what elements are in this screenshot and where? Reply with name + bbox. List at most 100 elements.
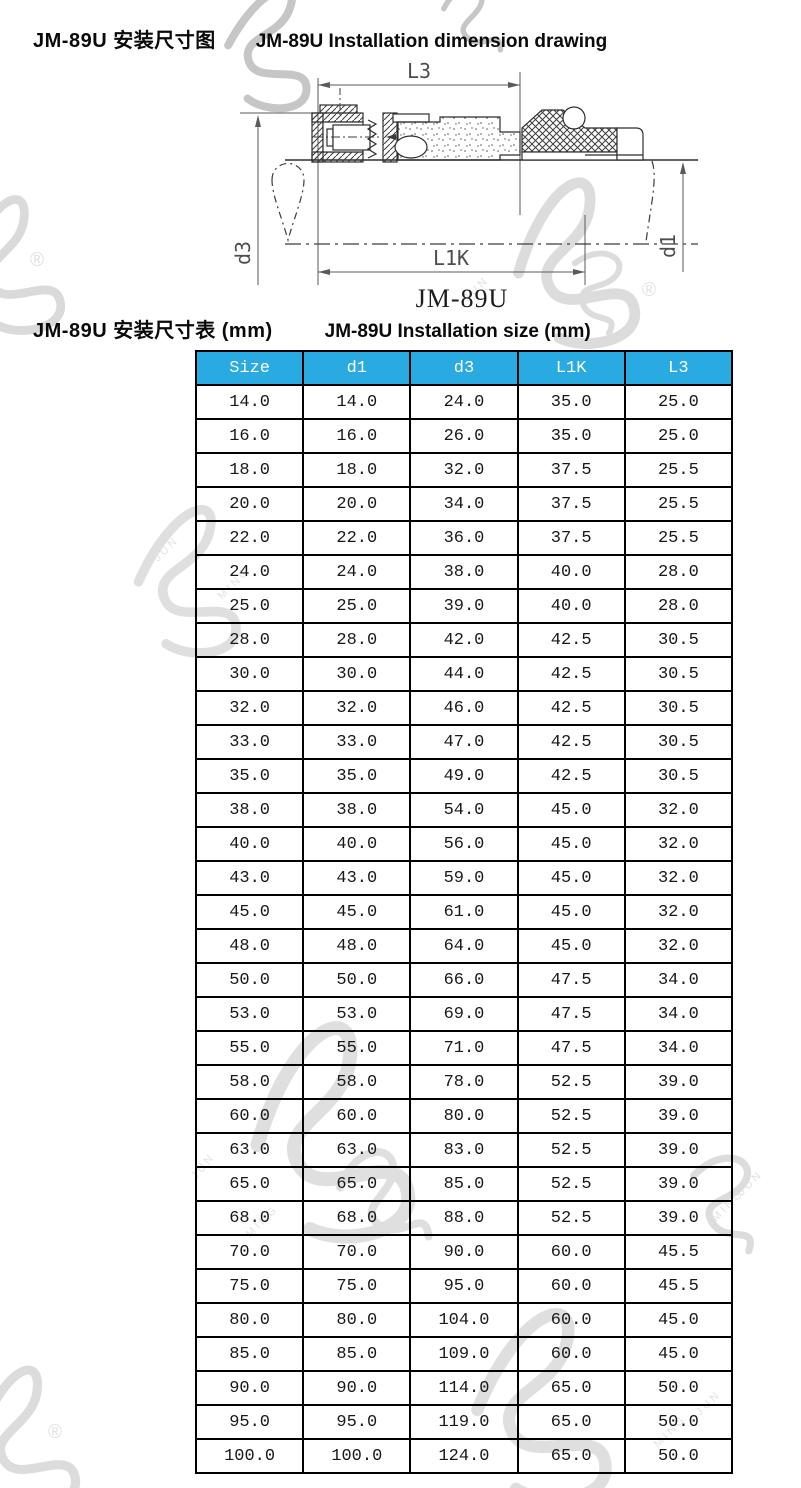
table-title-zh: JM-89U 安装尺寸表 (mm) bbox=[33, 320, 273, 342]
seat-o-ring bbox=[562, 106, 586, 130]
table-cell: 61.0 bbox=[409, 894, 519, 930]
table-cell: 32.0 bbox=[302, 690, 412, 726]
table-cell: 22.0 bbox=[194, 520, 305, 556]
table-row: 18.0 18.0 32.0 37.5 25.5 bbox=[194, 452, 734, 488]
table-cell: 47.0 bbox=[409, 724, 519, 760]
column-header-l1k: L1K bbox=[516, 350, 626, 386]
table-cell: 43.0 bbox=[302, 860, 412, 896]
column-header-d3: d3 bbox=[409, 350, 519, 386]
table-cell: 18.0 bbox=[194, 452, 305, 488]
table-cell: 88.0 bbox=[409, 1200, 519, 1236]
table-cell: 50.0 bbox=[623, 1404, 734, 1440]
table-cell: 60.0 bbox=[516, 1268, 626, 1304]
table-cell: 63.0 bbox=[302, 1132, 412, 1168]
table-cell: 47.5 bbox=[516, 962, 626, 998]
phantom-teardrop bbox=[271, 163, 305, 243]
table-header: Size d1 d3 L1K L3 bbox=[194, 350, 734, 386]
table-cell: 71.0 bbox=[409, 1030, 519, 1066]
table-row: 68.0 68.0 88.0 52.5 39.0 bbox=[194, 1200, 734, 1236]
table-cell: 32.0 bbox=[623, 826, 734, 862]
table-cell: 38.0 bbox=[302, 792, 412, 828]
table-cell: 39.0 bbox=[623, 1098, 734, 1134]
table-cell: 45.5 bbox=[623, 1234, 734, 1270]
table-cell: 32.0 bbox=[623, 860, 734, 896]
table-cell: 95.0 bbox=[302, 1404, 412, 1440]
dimension-l3: L3 bbox=[318, 60, 520, 88]
table-cell: 63.0 bbox=[194, 1132, 305, 1168]
table-cell: 40.0 bbox=[516, 554, 626, 590]
table-cell: 25.0 bbox=[194, 588, 305, 624]
table-cell: 69.0 bbox=[409, 996, 519, 1032]
drawing-model-label: JM-89U bbox=[416, 284, 509, 313]
table-cell: 114.0 bbox=[409, 1370, 519, 1406]
gland-bottom bbox=[311, 151, 364, 163]
table-cell: 32.0 bbox=[623, 894, 734, 930]
table-cell: 50.0 bbox=[623, 1370, 734, 1406]
table-cell: 32.0 bbox=[194, 690, 305, 726]
table-row: 60.0 60.0 80.0 52.5 39.0 bbox=[194, 1098, 734, 1134]
table-cell: 28.0 bbox=[623, 554, 734, 590]
table-cell: 28.0 bbox=[194, 622, 305, 658]
table-cell: 50.0 bbox=[194, 962, 305, 998]
table-cell: 85.0 bbox=[302, 1336, 412, 1372]
table-cell: 35.0 bbox=[302, 758, 412, 794]
table-cell: 26.0 bbox=[409, 418, 519, 454]
table-cell: 68.0 bbox=[194, 1200, 305, 1236]
table-cell: 45.0 bbox=[623, 1302, 734, 1338]
table-row: 20.0 20.0 34.0 37.5 25.5 bbox=[194, 486, 734, 522]
table-cell: 52.5 bbox=[516, 1132, 626, 1168]
extension-lines bbox=[240, 72, 586, 285]
table-row: 35.0 35.0 49.0 42.5 30.5 bbox=[194, 758, 734, 794]
table-cell: 119.0 bbox=[409, 1404, 519, 1440]
table-cell: 59.0 bbox=[409, 860, 519, 896]
table-cell: 55.0 bbox=[194, 1030, 305, 1066]
table-cell: 28.0 bbox=[623, 588, 734, 624]
table-cell: 109.0 bbox=[409, 1336, 519, 1372]
table-cell: 60.0 bbox=[516, 1336, 626, 1372]
table-row: 45.0 45.0 61.0 45.0 32.0 bbox=[194, 894, 734, 930]
table-row: 48.0 48.0 64.0 45.0 32.0 bbox=[194, 928, 734, 964]
table-cell: 90.0 bbox=[409, 1234, 519, 1270]
table-title: JM-89U 安装尺寸表 (mm) JM-89U Installation si… bbox=[33, 314, 591, 343]
seal-assembly bbox=[311, 104, 644, 163]
table-cell: 34.0 bbox=[623, 962, 734, 998]
table-row: 32.0 32.0 46.0 42.5 30.5 bbox=[194, 690, 734, 726]
table-cell: 45.0 bbox=[516, 826, 626, 862]
table-cell: 60.0 bbox=[194, 1098, 305, 1134]
page-title-zh: JM-89U 安装尺寸图 bbox=[33, 30, 216, 52]
table-cell: 100.0 bbox=[302, 1438, 412, 1474]
table-cell: 42.5 bbox=[516, 622, 626, 658]
table-cell: 90.0 bbox=[194, 1370, 305, 1406]
arrow-icon bbox=[255, 115, 261, 127]
table-cell: 40.0 bbox=[302, 826, 412, 862]
table-row: 53.0 53.0 69.0 47.5 34.0 bbox=[194, 996, 734, 1032]
table-cell: 60.0 bbox=[302, 1098, 412, 1134]
table-cell: 32.0 bbox=[623, 792, 734, 828]
table-cell: 25.0 bbox=[623, 418, 734, 454]
table-cell: 58.0 bbox=[194, 1064, 305, 1100]
table-cell: 25.5 bbox=[623, 486, 734, 522]
table-header-row: Size d1 d3 L1K L3 bbox=[194, 350, 734, 386]
table-cell: 25.0 bbox=[623, 384, 734, 420]
table-cell: 42.5 bbox=[516, 656, 626, 692]
table-cell: 39.0 bbox=[409, 588, 519, 624]
table-cell: 24.0 bbox=[302, 554, 412, 590]
arrow-icon bbox=[680, 162, 686, 174]
table-cell: 65.0 bbox=[194, 1166, 305, 1202]
table-cell: 32.0 bbox=[409, 452, 519, 488]
table-cell: 66.0 bbox=[409, 962, 519, 998]
page-title: JM-89U 安装尺寸图 JM-89U Installation dimensi… bbox=[33, 24, 607, 53]
table-title-en: JM-89U Installation size (mm) bbox=[324, 321, 591, 342]
table-cell: 30.0 bbox=[302, 656, 412, 692]
table-row: 40.0 40.0 56.0 45.0 32.0 bbox=[194, 826, 734, 862]
table-body: 14.0 14.0 24.0 35.0 25.0 16.0 16.0 26.0 35.0 25.0… bbox=[194, 384, 734, 1474]
table-cell: 34.0 bbox=[409, 486, 519, 522]
table-cell: 22.0 bbox=[302, 520, 412, 556]
screw-axis-arrow-icon bbox=[386, 134, 396, 140]
table-cell: 52.5 bbox=[516, 1064, 626, 1100]
table-row: 25.0 25.0 39.0 40.0 28.0 bbox=[194, 588, 734, 624]
table-cell: 90.0 bbox=[302, 1370, 412, 1406]
table-cell: 53.0 bbox=[194, 996, 305, 1032]
arrow-icon bbox=[573, 269, 585, 275]
